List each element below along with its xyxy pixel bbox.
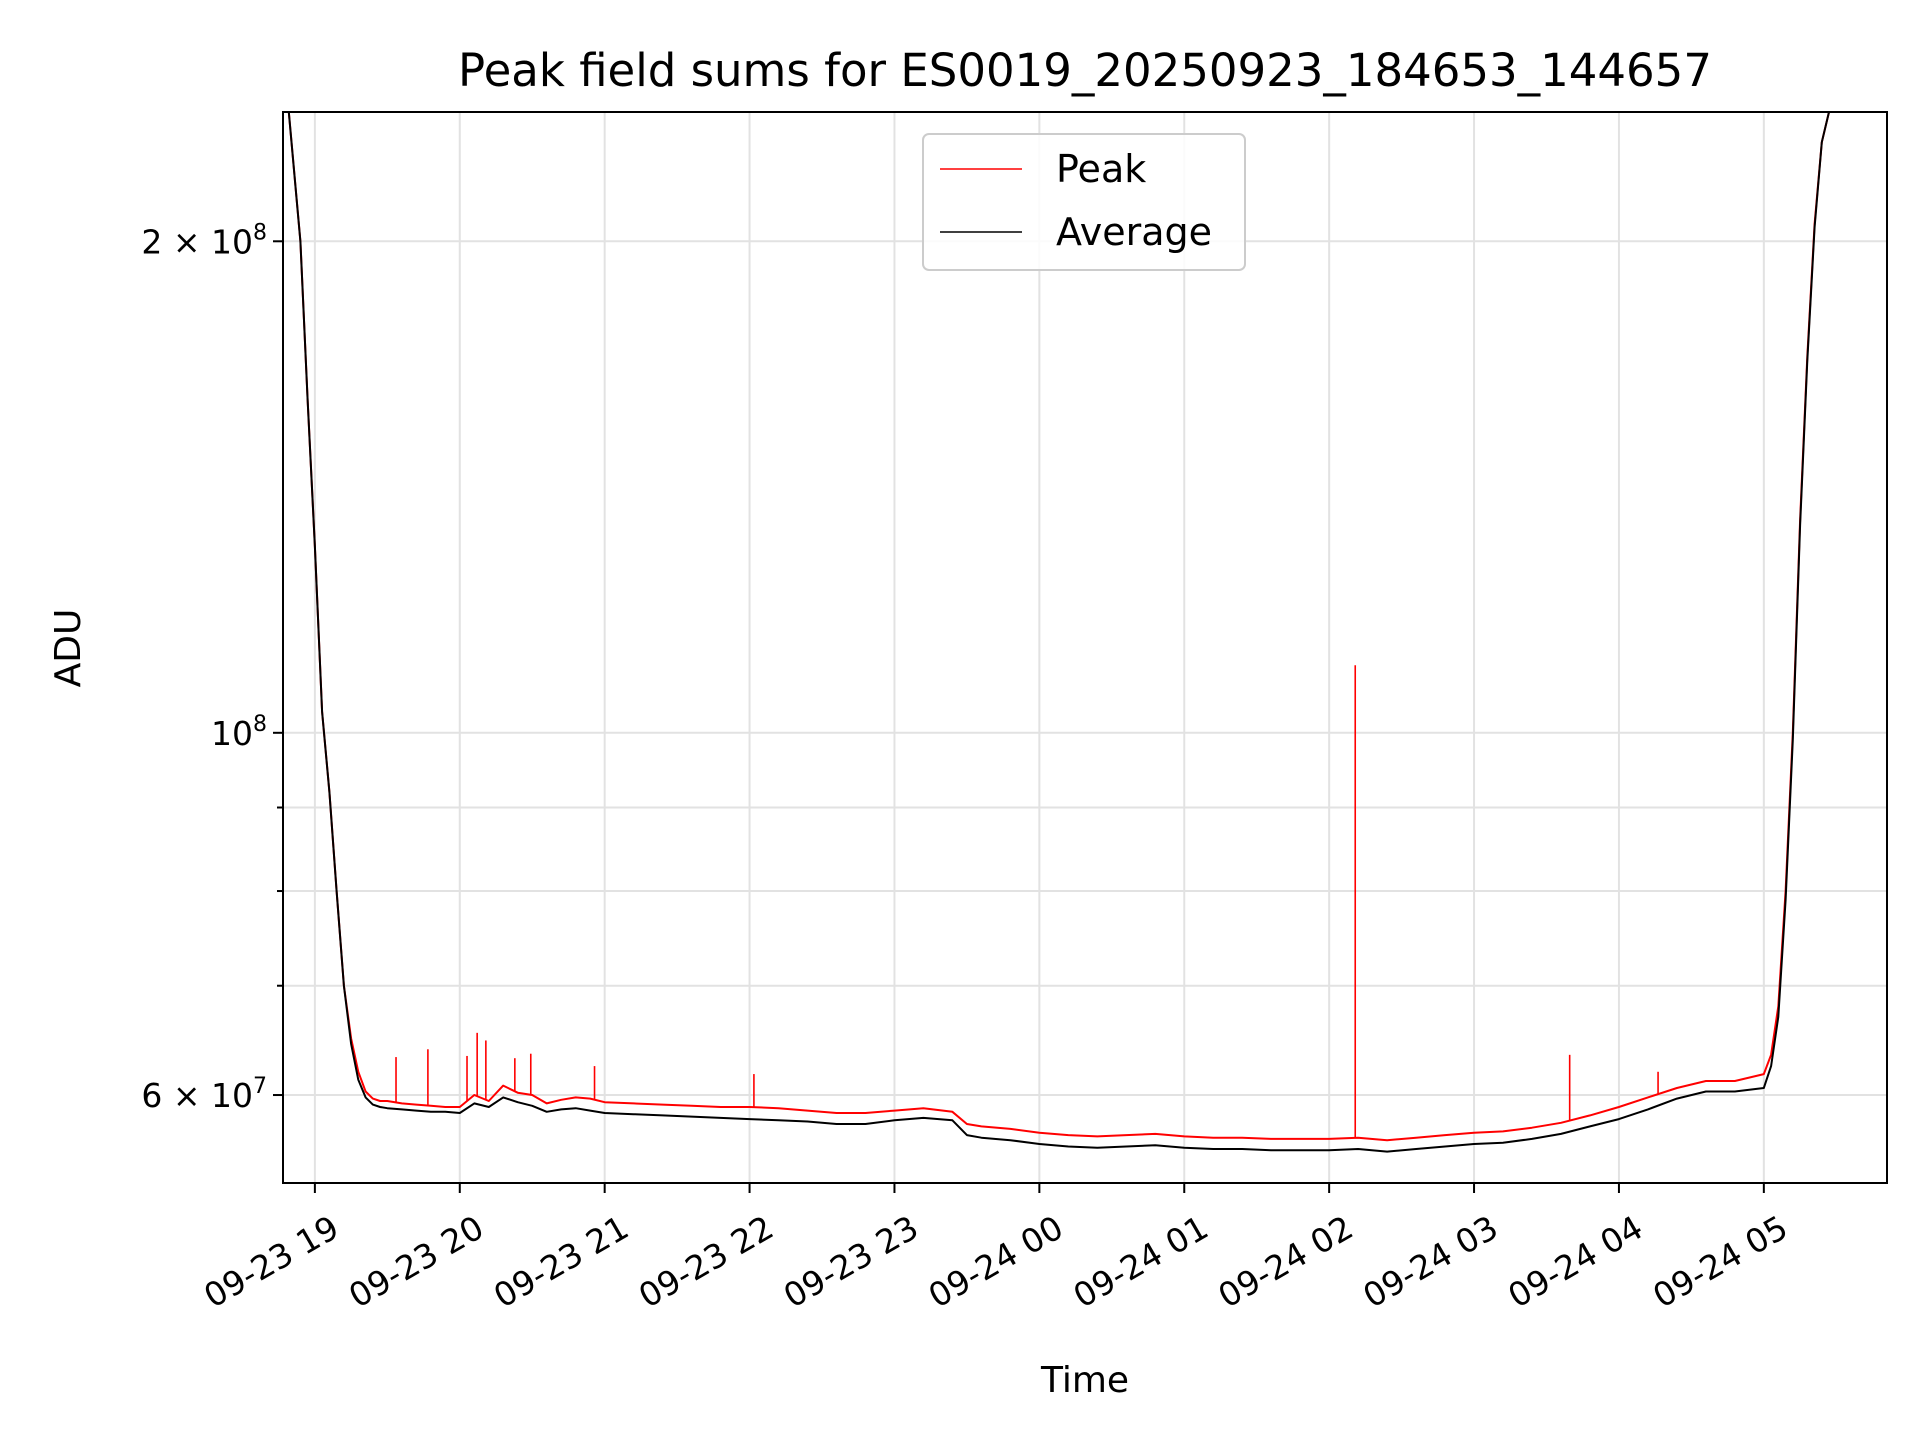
x-axis-label: Time: [1040, 1360, 1129, 1401]
series-line-average: [287, 112, 1844, 1153]
y-tick-label: 2 × 108: [141, 220, 267, 261]
series-layer: [287, 112, 1844, 1153]
series-line-peak: [287, 112, 1844, 1142]
chart-title: Peak field sums for ES0019_20250923_1846…: [458, 44, 1712, 97]
legend-peak-label: Peak: [1056, 147, 1146, 191]
legend: Peak Average: [922, 133, 1246, 271]
y-tick-label: 6 × 107: [141, 1074, 267, 1115]
legend-average-label: Average: [1056, 210, 1212, 254]
y-axis-label: ADU: [48, 609, 89, 688]
plot-area: [287, 112, 1844, 1153]
y-axis: 6 × 107 108 2 × 108: [141, 220, 283, 1115]
legend-box: [922, 133, 1246, 271]
y-tick-label: 108: [211, 712, 267, 753]
plot-frame: [282, 111, 1888, 1184]
